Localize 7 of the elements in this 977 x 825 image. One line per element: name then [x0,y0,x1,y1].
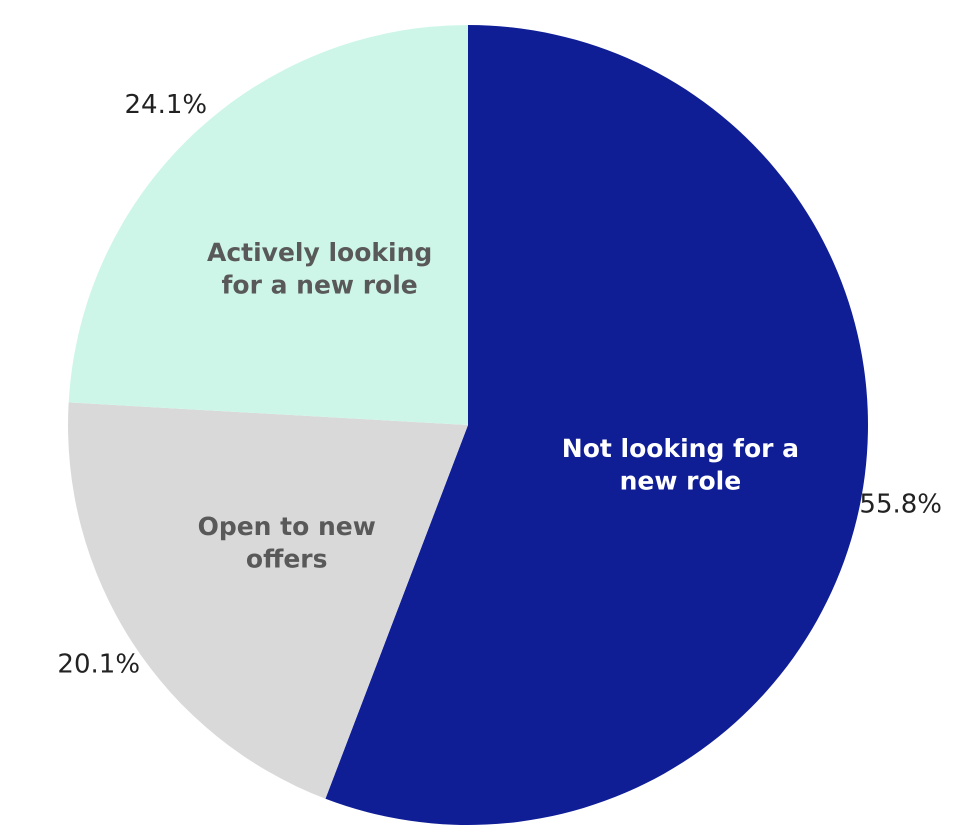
slice-label: Not looking for a new role [562,433,800,495]
slice-label: Open to new offers [198,512,376,574]
data-label: 24.1% [124,90,208,120]
data-label: 55.8% [859,490,942,520]
slice-label: Actively looking for a new role [206,237,432,299]
pie-slice [68,25,468,425]
data-label: 20.1% [57,649,140,680]
